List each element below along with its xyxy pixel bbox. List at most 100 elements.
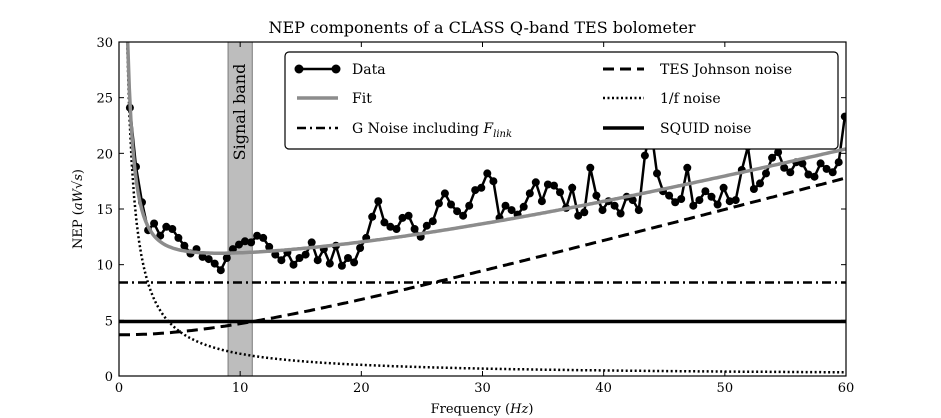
data-point	[653, 169, 661, 178]
data-point	[386, 222, 395, 231]
x-tick-label: 50	[717, 381, 734, 396]
data-point	[816, 159, 825, 168]
data-point	[447, 200, 455, 209]
data-point	[586, 163, 595, 172]
x-axis-label: Frequency (Hz)	[431, 402, 534, 417]
data-point	[307, 238, 316, 247]
data-point	[501, 201, 510, 210]
data-point	[216, 266, 225, 275]
data-point	[574, 211, 583, 220]
data-point	[568, 183, 577, 192]
data-point	[277, 256, 286, 265]
signal-band-label: Signal band	[230, 64, 249, 161]
legend-label-data: Data	[352, 62, 386, 78]
data-point	[762, 169, 770, 178]
data-point	[537, 197, 546, 206]
data-point	[489, 177, 498, 186]
legend-box	[284, 51, 839, 150]
y-tick-label: 10	[96, 259, 113, 274]
data-point	[228, 245, 237, 254]
legend-label-squid: SQUID noise	[660, 121, 751, 137]
x-tick-label: 40	[595, 381, 612, 396]
series-line-tes-johnson-noise	[119, 176, 846, 337]
data-point	[289, 260, 298, 269]
data-point	[168, 225, 177, 233]
data-point	[398, 213, 407, 222]
data-point	[834, 158, 843, 167]
data-point	[768, 153, 777, 162]
data-point	[804, 170, 813, 179]
data-point	[422, 221, 431, 230]
data-point	[459, 211, 468, 220]
data-point	[725, 197, 734, 206]
plot-lines	[119, 42, 846, 374]
data-point	[628, 196, 637, 205]
legend-label-g-noise: G Noise including Flink	[352, 121, 512, 140]
data-point	[677, 195, 686, 203]
legend-label-tes-johnson: TES Johnson noise	[660, 62, 792, 78]
y-axis-label: NEP (aW√s)	[71, 169, 86, 249]
data-point	[828, 168, 837, 177]
series-line-fit	[125, 42, 846, 255]
data-point	[598, 206, 607, 215]
data-point	[174, 233, 183, 242]
y-tick-label: 30	[96, 36, 113, 51]
data-point	[374, 197, 383, 206]
data-point	[798, 159, 807, 168]
data-point	[350, 258, 359, 267]
data-point	[610, 201, 619, 210]
data-point	[356, 244, 365, 252]
data-point	[259, 233, 268, 242]
data-point	[616, 209, 625, 218]
chart-title: NEP components of a CLASS Q-band TES bol…	[268, 18, 695, 37]
data-point	[235, 240, 243, 249]
data-point	[780, 163, 789, 172]
data-point	[295, 254, 304, 262]
data-point	[695, 196, 704, 205]
data-point	[344, 254, 352, 262]
data-point	[434, 199, 443, 208]
x-tick-label: 60	[838, 381, 855, 396]
data-point	[325, 259, 334, 268]
data-point	[410, 225, 419, 233]
data-point	[204, 255, 213, 264]
data-point	[640, 151, 649, 160]
data-point	[756, 179, 764, 188]
data-point	[592, 191, 601, 200]
data-point	[465, 201, 474, 210]
data-point	[683, 163, 692, 172]
data-point	[719, 183, 728, 192]
data-point	[483, 169, 492, 178]
data-point	[822, 164, 831, 173]
data-point	[222, 254, 231, 262]
y-tick-label: 5	[105, 314, 113, 329]
data-point	[774, 148, 783, 157]
data-point	[477, 183, 486, 192]
data-point	[634, 206, 643, 215]
legend-marker-data	[331, 64, 341, 74]
data-point	[580, 208, 589, 217]
x-tick-label: 10	[232, 381, 249, 396]
legend-label-fit: Fit	[352, 91, 372, 107]
data-point	[471, 186, 480, 195]
data-point	[671, 198, 680, 207]
data-point	[404, 211, 413, 220]
x-tick-label: 30	[474, 381, 491, 396]
data-point	[392, 225, 401, 233]
legend-marker-data	[294, 64, 304, 74]
data-point	[241, 237, 249, 246]
y-tick-label: 0	[105, 370, 113, 385]
data-point	[525, 189, 534, 198]
data-point	[543, 180, 552, 189]
data-point	[380, 218, 389, 227]
y-tick-label: 20	[96, 147, 113, 162]
data-point	[428, 217, 437, 226]
data-point	[301, 250, 310, 259]
data-point	[247, 238, 256, 247]
data-point	[519, 202, 528, 211]
x-tick-label: 20	[353, 381, 370, 396]
data-point	[531, 178, 540, 187]
data-point	[180, 241, 189, 250]
y-tick-label: 15	[96, 203, 113, 218]
